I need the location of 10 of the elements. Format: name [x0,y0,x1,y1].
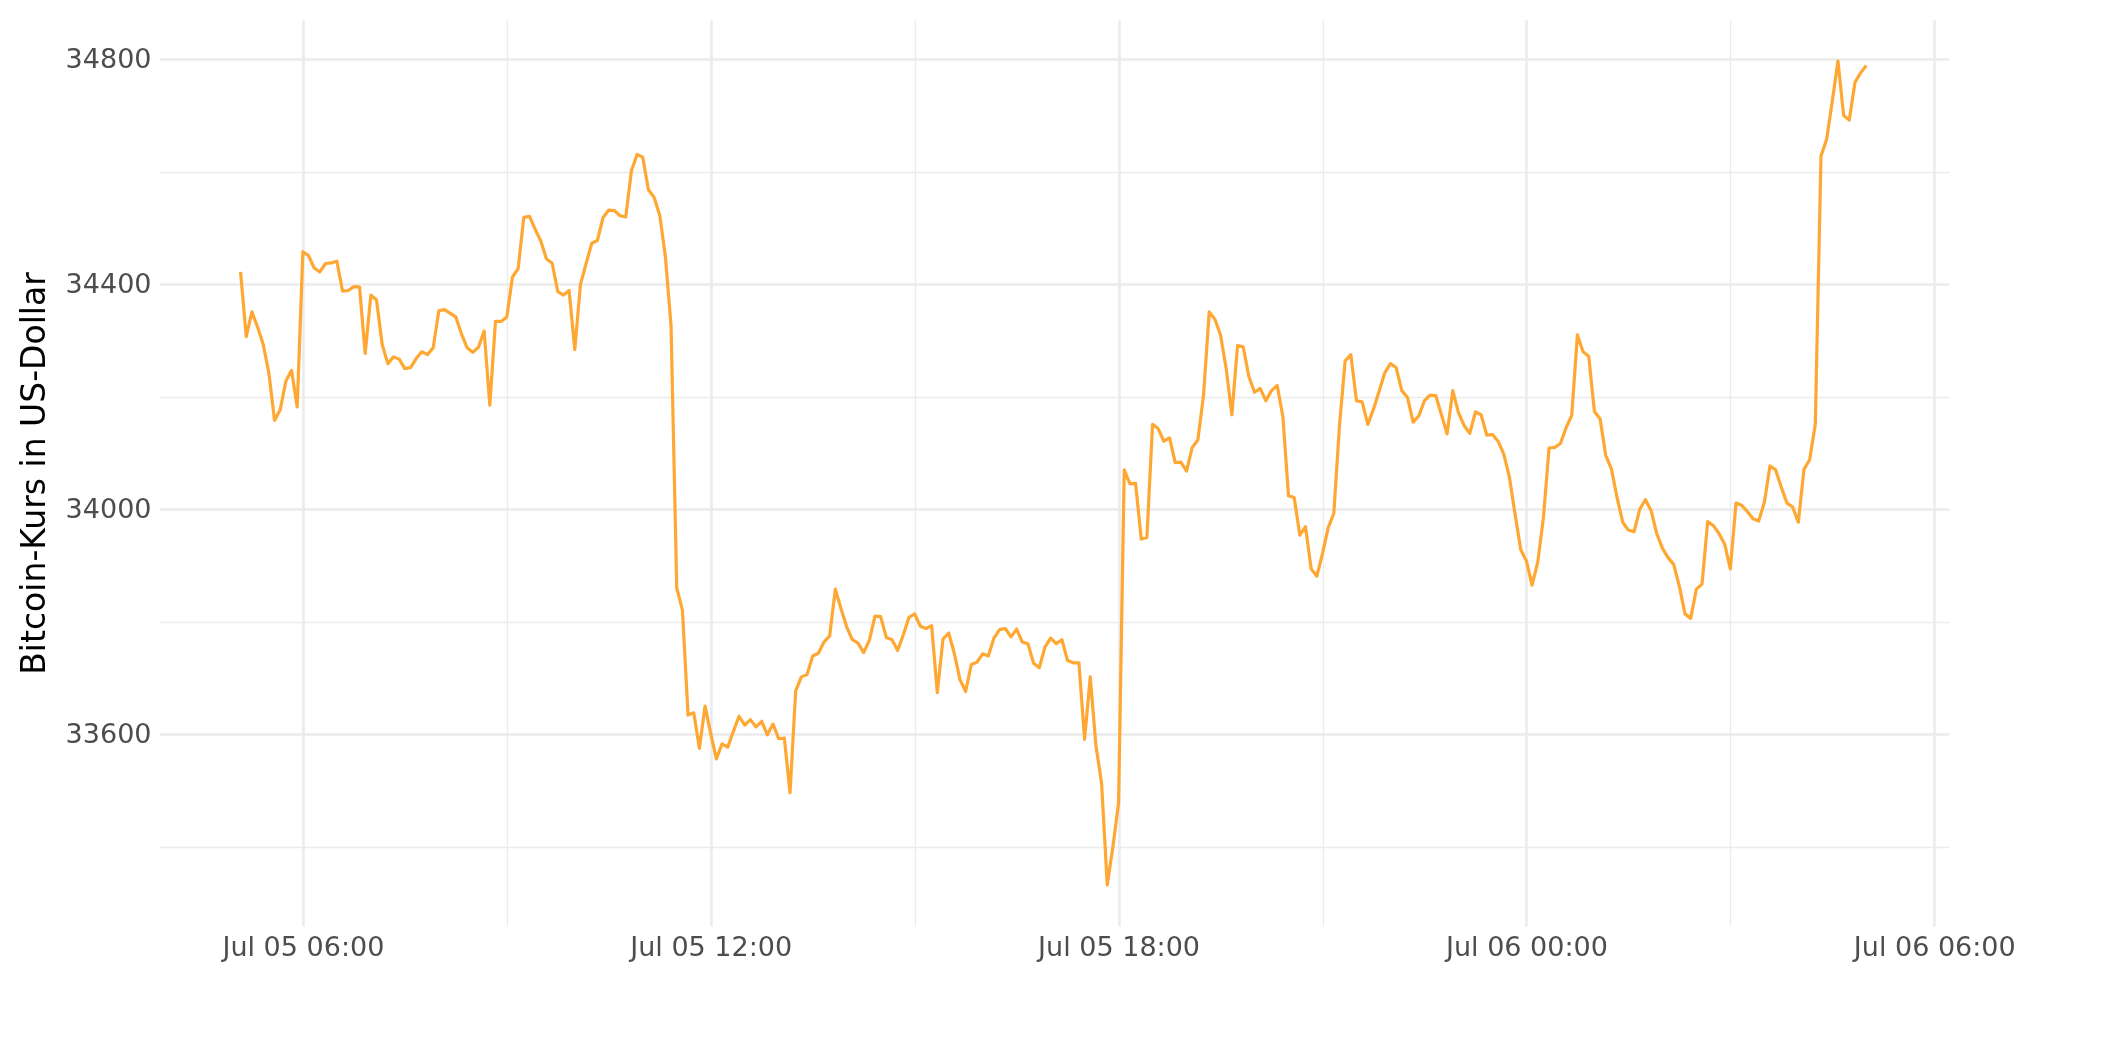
y-tick-label: 34000 [65,492,152,524]
y-axis-title: Bitcoin-Kurs in US-Dollar [13,271,53,675]
x-tick-label: Jul 06 06:00 [1851,930,2016,962]
x-tick-label: Jul 05 12:00 [628,930,793,962]
x-tick-label: Jul 05 06:00 [220,930,385,962]
x-tick-label: Jul 05 18:00 [1036,930,1201,962]
y-tick-label: 33600 [65,717,152,749]
y-tick-label: 34400 [65,267,152,299]
x-tick-label: Jul 06 00:00 [1443,930,1608,962]
y-tick-label: 34800 [65,42,152,74]
